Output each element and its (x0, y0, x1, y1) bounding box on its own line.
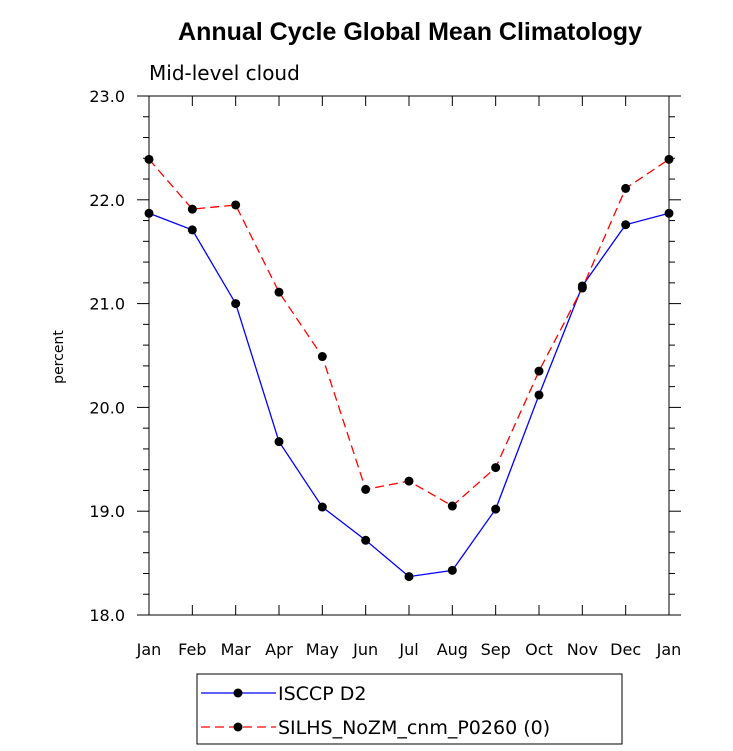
data-point (404, 476, 414, 486)
y-tick-label: 18.0 (89, 606, 125, 625)
x-tick-label: Aug (437, 640, 468, 659)
data-point (664, 208, 674, 218)
data-point (231, 200, 241, 210)
data-point (447, 565, 457, 575)
data-point (664, 154, 674, 164)
x-tick-label: Oct (525, 640, 553, 659)
legend-marker (233, 688, 243, 698)
data-point (621, 220, 631, 230)
x-tick-label: Jun (352, 640, 378, 659)
x-tick-label: Apr (265, 640, 293, 659)
data-point (534, 390, 544, 400)
data-point (274, 437, 284, 447)
x-tick-label: Jan (136, 640, 162, 659)
legend: ISCCP D2 SILHS_NoZM_cnm_P0260 (0) (196, 673, 623, 745)
series-line (148, 158, 670, 507)
data-point (187, 204, 197, 214)
data-point (577, 283, 587, 293)
data-point (491, 504, 501, 514)
x-tick-label: Mar (221, 640, 252, 659)
y-tick-label: 21.0 (89, 295, 125, 314)
data-point (447, 501, 457, 511)
chart-subtitle: Mid-level cloud (149, 61, 300, 85)
legend-label: SILHS_NoZM_cnm_P0260 (0) (278, 717, 550, 739)
series-0 (144, 208, 674, 582)
x-tick-label: May (306, 640, 339, 659)
y-tick-label: 19.0 (89, 502, 125, 521)
y-tick-label: 20.0 (89, 398, 125, 417)
series-1 (144, 154, 674, 511)
data-point (317, 352, 327, 362)
data-point (621, 183, 631, 193)
data-point (491, 463, 501, 473)
x-tick-label: Jul (398, 640, 418, 659)
data-point (534, 366, 544, 376)
data-point (317, 502, 327, 512)
y-tick-label: 23.0 (89, 87, 125, 106)
y-tick-label: 22.0 (89, 191, 125, 210)
legend-label: ISCCP D2 (278, 683, 366, 705)
data-point (144, 208, 154, 218)
x-tick-label: Jan (656, 640, 682, 659)
x-tick-label: Feb (178, 640, 206, 659)
series-line (148, 212, 670, 578)
data-point (231, 299, 241, 309)
axes: Jan Feb Mar Apr May Jun Jul Aug Sep Oct Nov Dec Jan 1… (89, 87, 681, 659)
plot-frame (148, 95, 670, 616)
data-point (144, 154, 154, 164)
data-point (187, 225, 197, 235)
data-point (404, 572, 414, 582)
series-layer (144, 154, 674, 582)
chart-title: Annual Cycle Global Mean Climatology (178, 18, 642, 46)
data-point (361, 484, 371, 494)
data-point (274, 287, 284, 297)
y-axis-label: percent (51, 330, 67, 384)
legend-marker (233, 722, 243, 732)
x-tick-label: Sep (481, 640, 511, 659)
legend-box (196, 673, 623, 745)
data-point (361, 535, 371, 545)
x-tick-label: Nov (567, 640, 598, 659)
x-tick-label: Dec (610, 640, 641, 659)
